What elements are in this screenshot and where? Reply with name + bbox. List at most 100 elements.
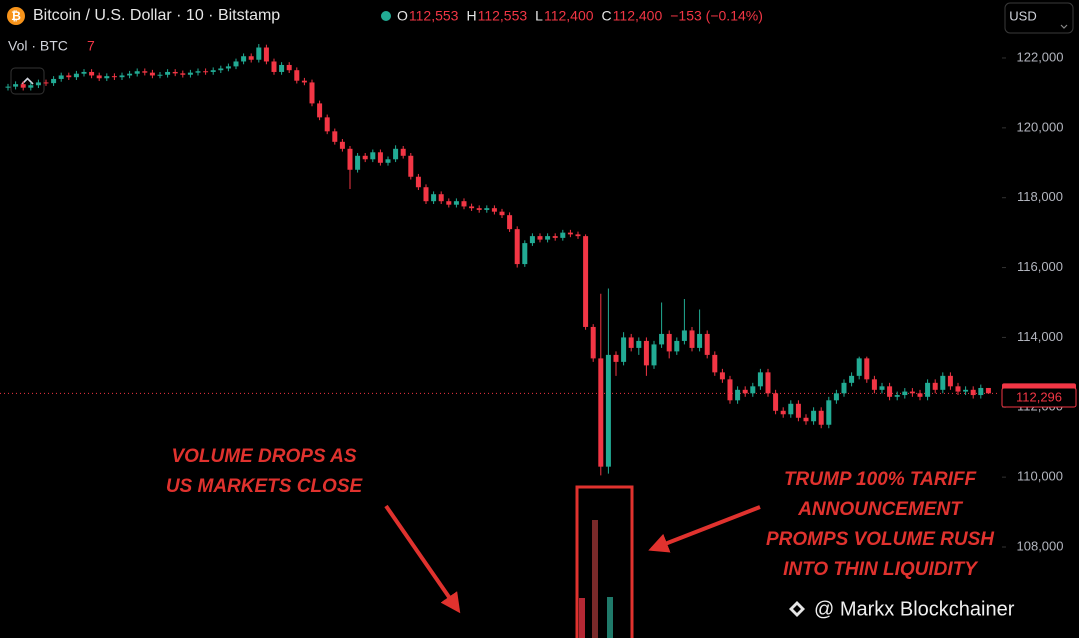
candle-body [51,78,57,84]
candle-body [423,187,429,202]
candle-body [263,47,269,62]
candle-body [241,56,247,62]
candle-body [233,61,239,67]
candle-body [735,389,741,401]
candle-body [917,393,923,397]
y-tick-label: 114,000 [1017,329,1063,344]
candle-body [332,131,338,142]
candle-body [765,372,771,394]
watermark-logo [789,601,805,617]
candle-body [719,372,725,380]
candle-body [742,389,748,394]
candle-body [317,103,323,118]
candle-body [370,152,376,160]
candle-body [856,358,862,376]
ohlc-value: 112,553 [478,8,528,24]
symbol-title: Bitcoin / U.S. Dollar · 10 · Bitstamp [33,7,280,24]
annotation-text: PROMPS VOLUME RUSH [766,529,995,550]
candle-body [613,354,619,362]
candle-body [362,155,368,160]
candle-body [925,382,931,397]
candle-body [134,71,140,74]
ohlc-value: 112,553 [409,8,459,24]
candle-body [89,71,95,76]
annotation-text: ANNOUNCEMENT [797,499,963,520]
candle-body [909,391,915,394]
second-price-box [1001,387,1077,408]
ohlc-value: 112,400 [544,8,594,24]
candle-body [324,117,330,132]
candle-body [165,71,171,75]
candle-body [507,215,513,230]
candle-body [795,403,801,418]
candle-body [689,330,695,348]
candle-body [590,326,596,359]
candle-body [605,354,611,467]
candle-body [871,379,877,390]
candle-body [780,410,786,415]
candle-body [484,208,490,210]
candle-body [20,84,26,88]
y-tick-label: 118,000 [1017,189,1063,204]
candle-body [849,375,855,383]
ohlc-key: C [602,8,612,24]
collapse-button[interactable] [10,67,45,95]
candle-body [408,155,414,177]
candle-body [187,72,193,75]
candle-body [491,208,497,212]
candle-body [659,333,665,345]
candle-body [514,229,520,265]
candle-body [453,201,459,205]
candle-body [301,80,307,83]
candle-body [157,74,163,76]
candle-body [803,417,809,422]
candle-body [43,82,49,84]
candle-body [256,47,262,60]
candle-body [674,340,680,352]
candle-body [818,410,824,425]
candle-body [180,73,186,75]
plot-area: 108,000110,000112,000114,000116,000118,0… [0,44,1077,553]
candle-body [210,70,216,72]
candle-body [149,72,155,76]
candle-body [826,400,832,425]
change-value: −153 (−0.14%) [670,8,763,24]
arrow [384,504,461,614]
candle-body [552,236,558,238]
candle-body [81,71,87,74]
candle-body [636,340,642,348]
annotation-text: VOLUME DROPS AS [171,446,356,467]
y-tick-label: 122,000 [1017,49,1064,64]
currency-select[interactable] [1004,2,1074,34]
ohlc-key: H [466,8,476,24]
candle-body [955,386,961,392]
candle-body [567,232,573,235]
candle-body [621,337,627,362]
annotations: VOLUME DROPS AS US MARKETS CLOSE TRUMP 100… [166,446,995,580]
candle-body [963,389,969,392]
status-dot [381,11,391,21]
candle-body [446,201,452,205]
watermark: @ Markx Blockchainer [789,598,1015,620]
candle-body [415,176,421,188]
candle-body [537,236,543,240]
candle-body [985,387,991,394]
candle-body [294,70,300,81]
candle-body [522,243,528,265]
candle-body [279,64,285,72]
candle-body [218,68,224,71]
candle-body [248,56,254,60]
candle-body [355,155,361,170]
ohlc-header: O 112,553 H 112,553 L 112,400 C 112,400 −153 (−0… [397,8,763,24]
ohlc-key: O [397,8,408,24]
candle-body [66,75,72,78]
candle-body [575,234,581,237]
candle-body [788,403,794,415]
candle-body [5,86,11,88]
candle-body [347,148,353,170]
arrow [648,505,761,553]
volume-bar [607,597,613,638]
ohlc-key: L [535,8,543,24]
